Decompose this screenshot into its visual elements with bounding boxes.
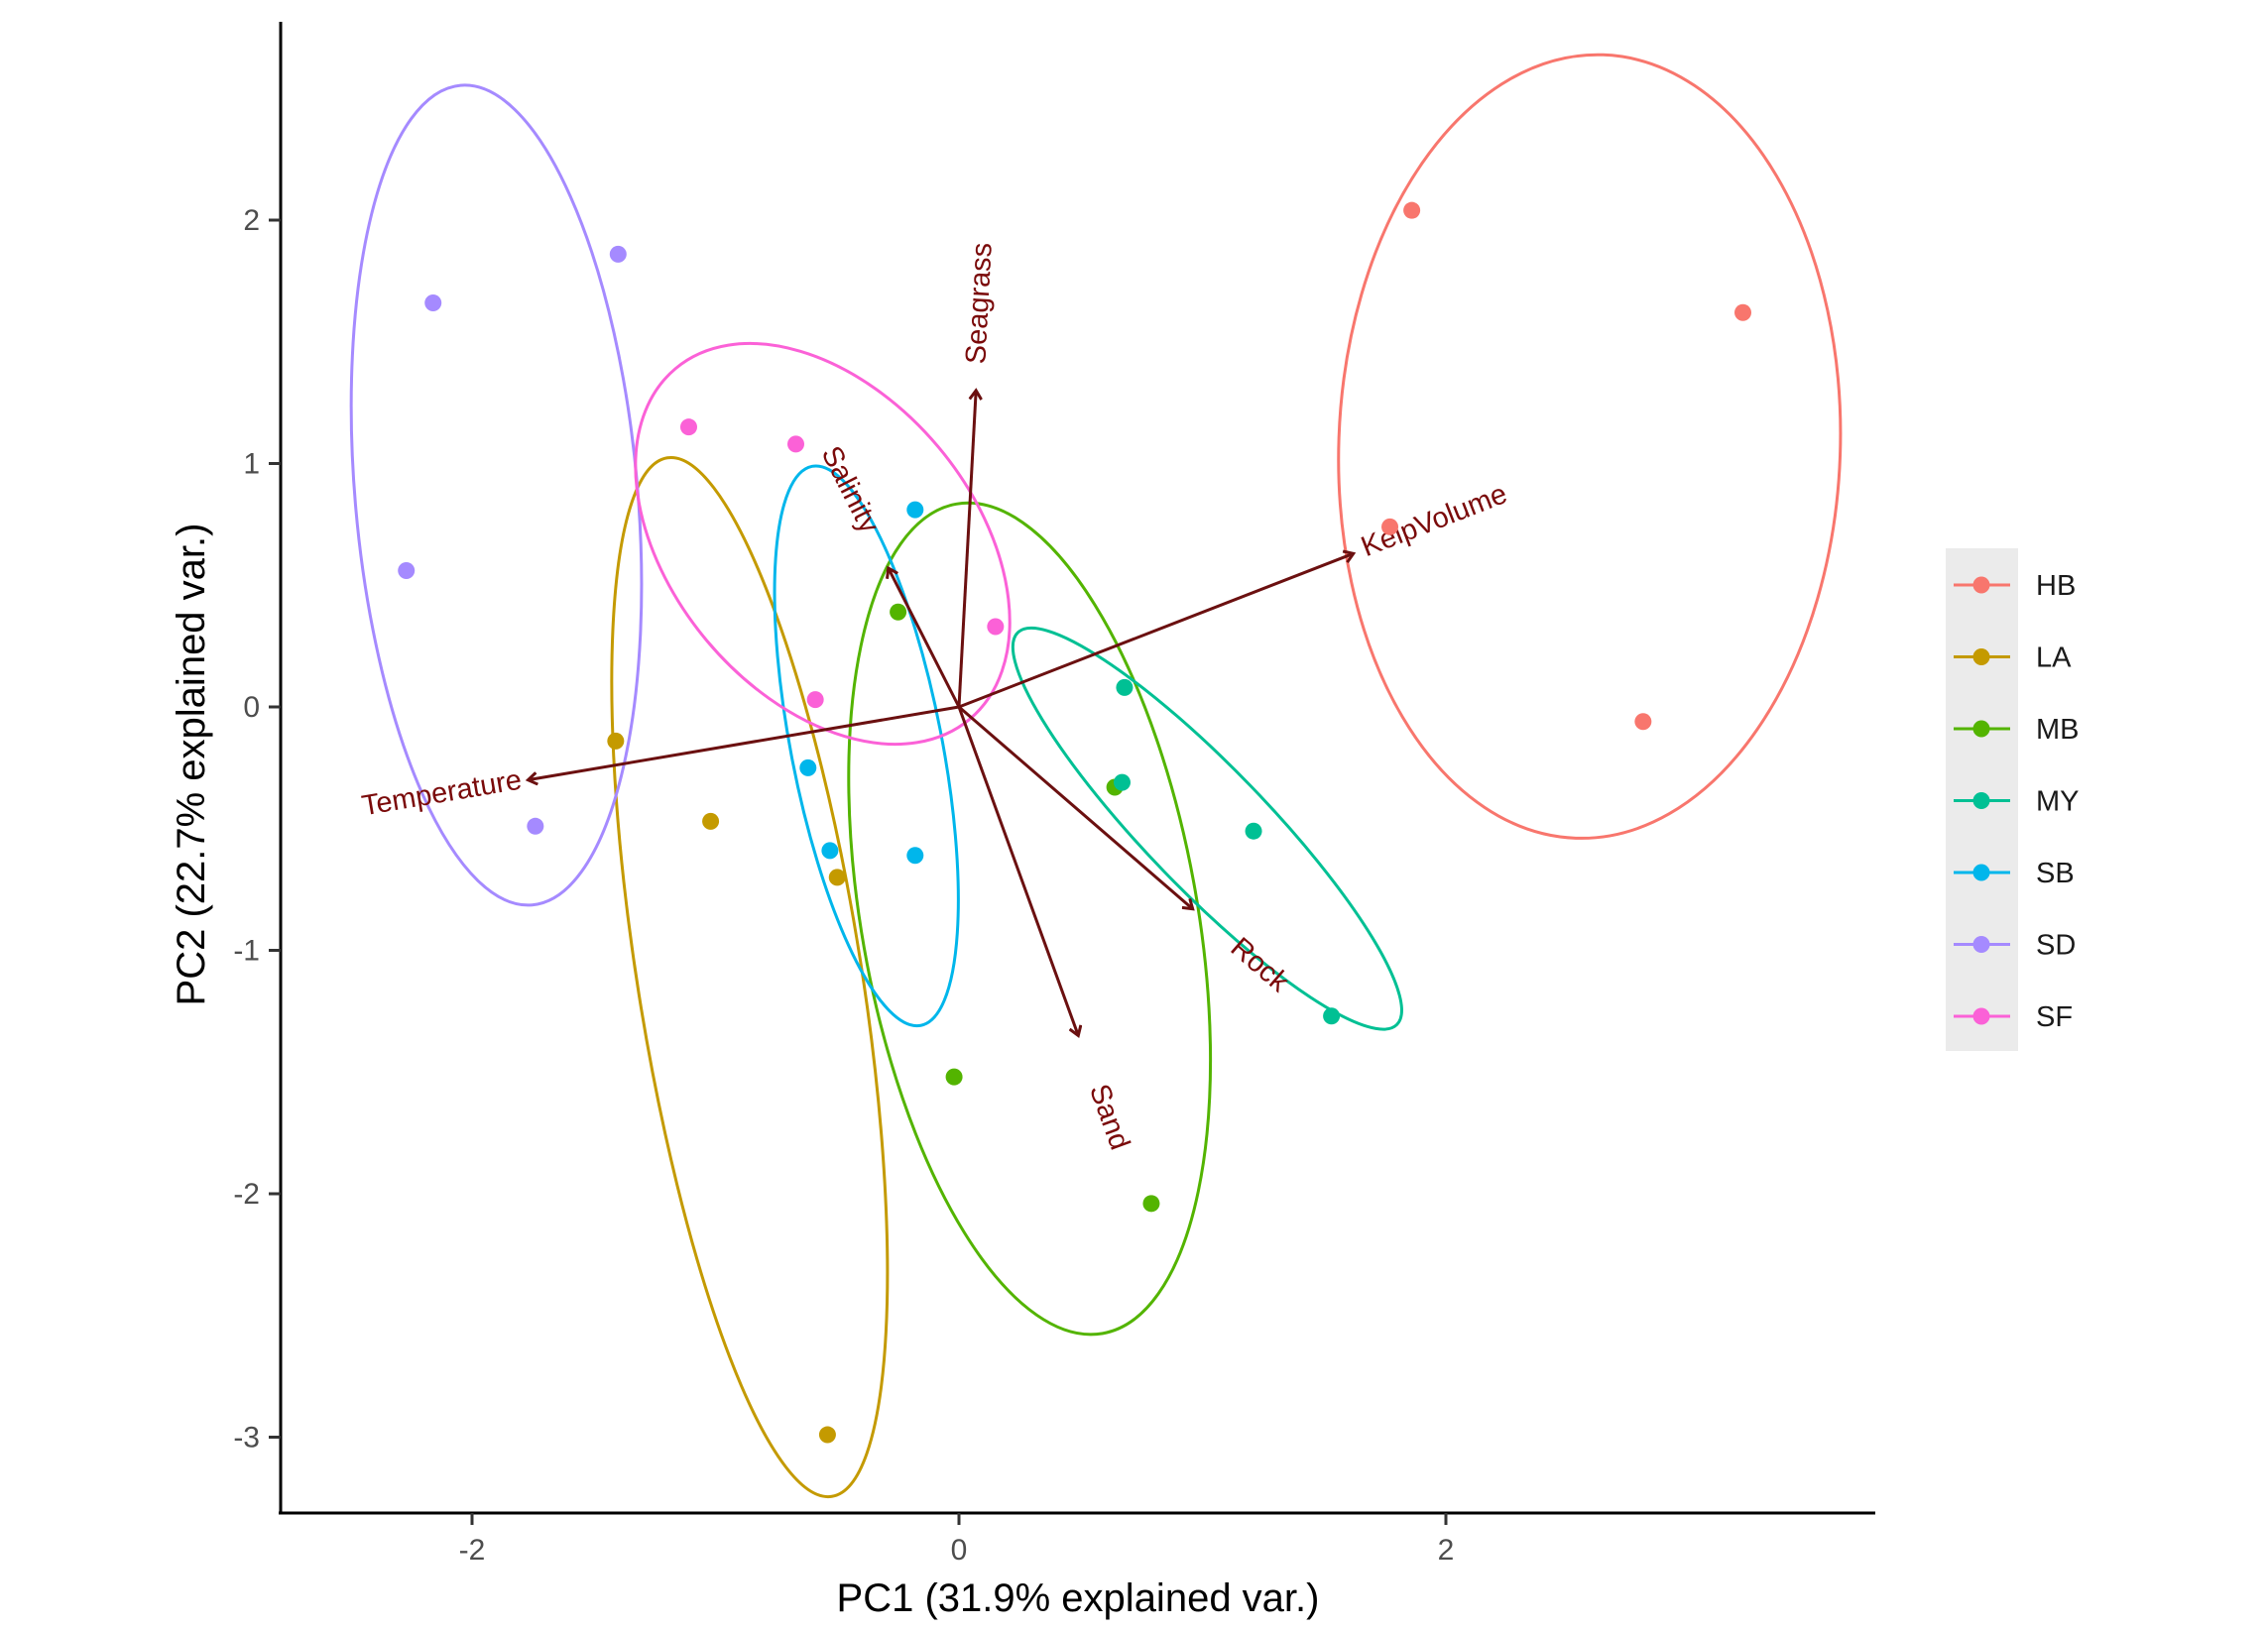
legend-label-la: LA: [2036, 642, 2072, 674]
point-la: [702, 812, 720, 830]
point-sb: [821, 842, 839, 860]
loading-arrow-rock: [958, 705, 1193, 909]
ellipse-hb: [1337, 53, 1843, 840]
loading-label-salinity: Salinity: [815, 441, 886, 538]
loading-label-seagrass: Seagrass: [960, 242, 999, 365]
point-my: [1245, 822, 1262, 840]
loading-label-kelpvolume: KelpVolume: [1357, 478, 1511, 563]
ellipse-sb: [773, 464, 960, 1028]
point-sf: [679, 418, 697, 436]
point-hb: [1734, 303, 1752, 321]
y-tick-label: -3: [233, 1422, 260, 1455]
legend-key-dot: [1972, 864, 1990, 881]
ellipse-my: [1011, 626, 1403, 1031]
loading-label-temperature: Temperature: [360, 764, 525, 823]
legend-key-dot: [1972, 576, 1990, 594]
legend-key-dot: [1972, 648, 1990, 665]
point-la: [607, 732, 625, 750]
point-my: [1113, 773, 1131, 791]
point-sb: [906, 847, 924, 865]
point-sb: [799, 758, 817, 776]
point-sd: [609, 245, 627, 263]
loading-arrow-sand: [957, 706, 1078, 1035]
ellipse-sf: [634, 341, 1012, 747]
x-axis-title: PC1 (31.9% explained var.): [837, 1576, 1320, 1620]
point-my: [1116, 678, 1134, 696]
loading-arrow-temperature: [528, 705, 960, 780]
legend-key-dot: [1972, 792, 1990, 809]
legend-label-hb: HB: [2036, 570, 2076, 602]
point-sf: [787, 435, 805, 453]
y-tick-label: -2: [233, 1178, 260, 1211]
ellipse-mb: [847, 501, 1213, 1337]
x-tick-label: 2: [1438, 1534, 1455, 1567]
point-my: [1323, 1007, 1341, 1025]
y-tick-label: 2: [243, 204, 260, 237]
x-tick-label: -2: [459, 1534, 486, 1567]
point-la: [818, 1426, 836, 1444]
point-sb: [906, 501, 924, 519]
y-tick-label: 0: [243, 691, 260, 724]
point-sf: [806, 691, 824, 709]
point-sd: [527, 817, 544, 835]
loading-arrow-salinity: [889, 568, 961, 708]
loading-label-sand: Sand: [1083, 1080, 1135, 1154]
point-hb: [1403, 201, 1421, 219]
point-la: [828, 869, 846, 886]
y-tick-label: 1: [243, 448, 260, 481]
loading-arrow-seagrass: [957, 391, 976, 708]
y-tick-label: -1: [233, 935, 260, 968]
point-sf: [987, 618, 1005, 636]
point-sd: [398, 562, 416, 580]
x-tick-label: 0: [951, 1534, 968, 1567]
axes: -2 0 2 -3 -2 -1 0 1 2: [233, 22, 1875, 1567]
legend-label-mb: MB: [2036, 714, 2080, 746]
confidence-ellipses: [349, 53, 1843, 1499]
legend-label-sf: SF: [2036, 1001, 2073, 1033]
legend-label-sb: SB: [2036, 858, 2075, 889]
loading-label-rock: Rock: [1225, 932, 1295, 999]
loading-arrow-kelpvolume: [958, 553, 1354, 709]
point-mb: [945, 1068, 963, 1086]
legend-label-my: MY: [2036, 786, 2080, 818]
legend-label-sd: SD: [2036, 930, 2076, 962]
legend-key-dot: [1972, 1007, 1990, 1025]
point-mb: [890, 603, 907, 621]
legend-key-dot: [1972, 936, 1990, 953]
y-axis-title: PC2 (22.7% explained var.): [170, 524, 213, 1006]
data-points: [398, 201, 1752, 1444]
point-sd: [424, 293, 442, 311]
legend-key-dot: [1972, 720, 1990, 738]
point-mb: [1142, 1195, 1160, 1213]
point-hb: [1634, 713, 1652, 731]
ellipse-la: [610, 455, 890, 1499]
legend: HB LA MB MY SB SD SF: [1946, 548, 2080, 1051]
point-hb: [1381, 518, 1399, 535]
